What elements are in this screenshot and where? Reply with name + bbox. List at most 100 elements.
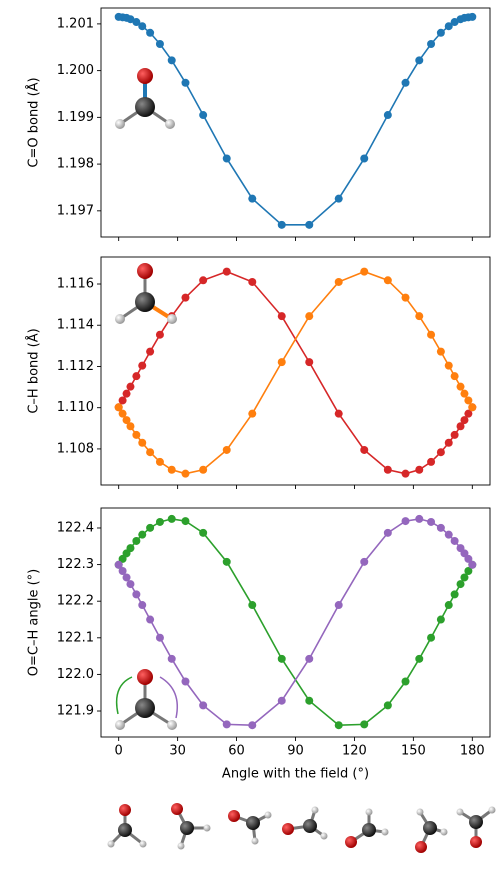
- data-point: [305, 358, 314, 367]
- data-point: [360, 154, 369, 163]
- data-point: [222, 154, 231, 163]
- data-point: [450, 372, 459, 381]
- inset-molecule: [115, 68, 175, 129]
- data-point: [155, 457, 164, 466]
- data-point: [383, 465, 392, 474]
- data-point: [456, 422, 465, 431]
- series-line: [118, 518, 473, 727]
- data-point: [126, 544, 135, 553]
- data-point: [138, 438, 147, 447]
- data-point: [401, 78, 410, 87]
- data-point: [138, 361, 147, 370]
- data-point: [415, 654, 424, 663]
- data-point: [415, 56, 424, 65]
- data-point: [415, 312, 424, 321]
- data-point: [138, 22, 147, 31]
- data-point: [126, 382, 135, 391]
- molecule-strip: [107, 803, 496, 853]
- data-point: [167, 465, 176, 474]
- data-point: [248, 721, 257, 730]
- data-point: [248, 601, 257, 610]
- data-point: [155, 39, 164, 48]
- data-point: [118, 554, 127, 563]
- data-point: [444, 22, 453, 31]
- data-point: [456, 580, 465, 589]
- data-point: [146, 28, 155, 37]
- data-point: [436, 28, 445, 37]
- data-point: [444, 361, 453, 370]
- series-line: [117, 270, 474, 475]
- data-point: [222, 267, 231, 276]
- data-point: [360, 267, 369, 276]
- data-point: [360, 720, 369, 729]
- data-point: [248, 409, 257, 418]
- data-point: [427, 517, 436, 526]
- data-point: [460, 389, 469, 398]
- x-tick-label: 180: [460, 744, 485, 759]
- data-point: [222, 445, 231, 454]
- data-point: [126, 580, 135, 589]
- data-point: [138, 530, 147, 539]
- data-point: [118, 409, 127, 418]
- x-tick-label: 120: [342, 744, 367, 759]
- data-point: [401, 677, 410, 686]
- data-point: [122, 416, 131, 425]
- y-tick-label: 1.197: [57, 203, 94, 218]
- data-point: [181, 469, 190, 478]
- data-point: [248, 194, 257, 203]
- data-point: [464, 396, 473, 405]
- x-tick-label: 0: [115, 744, 123, 759]
- data-point: [167, 56, 176, 65]
- data-point: [427, 457, 436, 466]
- data-point: [181, 517, 190, 526]
- axes-frame: [100, 507, 491, 738]
- x-tick-label: 60: [228, 744, 245, 759]
- data-point: [146, 347, 155, 356]
- data-point: [277, 654, 286, 663]
- y-axis-label: C–H bond (Å): [26, 328, 42, 413]
- data-point: [277, 312, 286, 321]
- data-point: [181, 677, 190, 686]
- data-point: [126, 422, 135, 431]
- data-point: [277, 696, 286, 705]
- data-point: [460, 416, 469, 425]
- data-point: [132, 430, 141, 439]
- data-point: [427, 633, 436, 642]
- y-tick-label: 122.0: [57, 667, 94, 682]
- data-point: [383, 111, 392, 120]
- data-point: [334, 409, 343, 418]
- data-point: [199, 276, 208, 285]
- data-point: [436, 615, 445, 624]
- data-point: [146, 448, 155, 457]
- data-point: [167, 654, 176, 663]
- data-point: [118, 396, 127, 405]
- series-line: [118, 518, 473, 727]
- data-point: [383, 701, 392, 710]
- data-point: [415, 465, 424, 474]
- data-point: [401, 469, 410, 478]
- x-tick-label: 30: [169, 744, 186, 759]
- data-point: [464, 566, 473, 575]
- data-point: [383, 528, 392, 537]
- y-tick-label: 122.4: [57, 520, 94, 535]
- data-point: [132, 372, 141, 381]
- y-tick-label: 122.1: [57, 630, 94, 645]
- data-point: [132, 536, 141, 545]
- data-point: [277, 220, 286, 229]
- data-point: [199, 701, 208, 710]
- y-tick-label: 1.110: [57, 400, 94, 415]
- data-point: [334, 601, 343, 610]
- y-tick-label: 1.200: [57, 63, 94, 78]
- data-point: [468, 12, 477, 21]
- data-point: [167, 514, 176, 523]
- data-point: [334, 721, 343, 730]
- data-point: [436, 523, 445, 532]
- y-axis-label: O=C–H angle (°): [27, 569, 42, 676]
- y-tick-label: 1.116: [57, 277, 94, 292]
- data-point: [199, 111, 208, 120]
- data-point: [334, 277, 343, 286]
- y-tick-label: 1.201: [57, 16, 94, 31]
- data-point: [222, 557, 231, 566]
